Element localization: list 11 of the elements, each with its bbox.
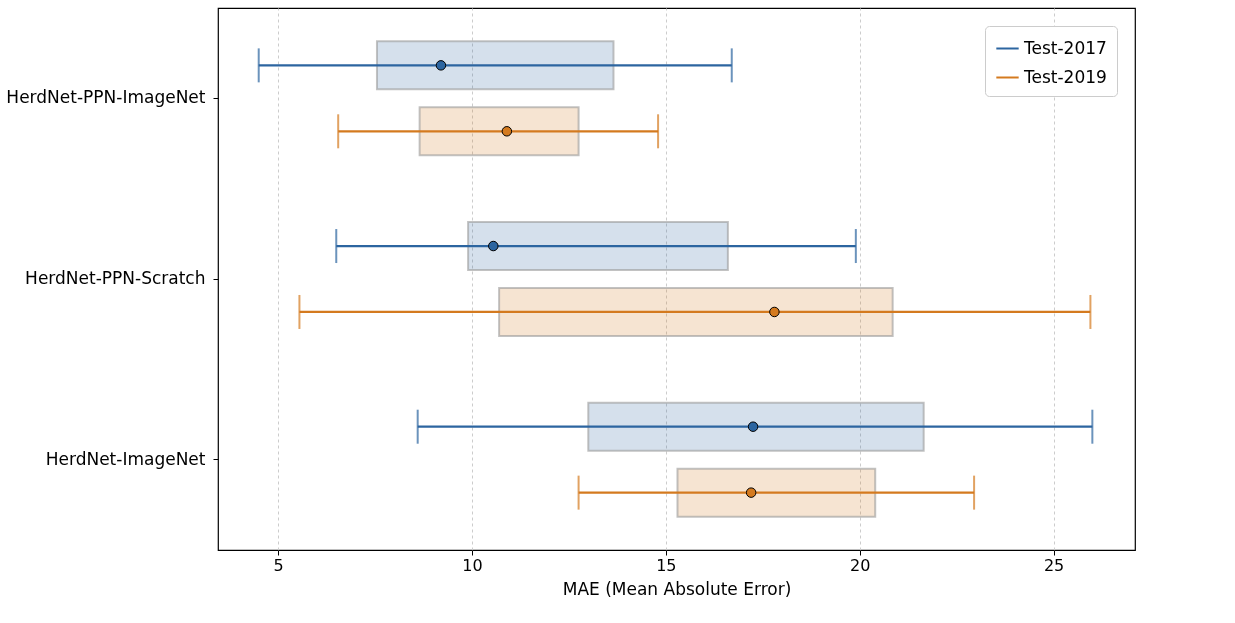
- y-tick-label: HerdNet-PPN-Scratch: [25, 268, 206, 288]
- x-tick-label: 15: [656, 555, 677, 575]
- x-tick-label: 25: [1043, 555, 1065, 575]
- legend-label: Test-2019: [1023, 66, 1107, 87]
- x-tick-label: 10: [462, 555, 483, 575]
- y-tick-label: HerdNet-PPN-ImageNet: [6, 87, 206, 108]
- legend-label: Test-2017: [1023, 37, 1107, 58]
- y-tick-label: HerdNet-ImageNet: [45, 448, 206, 469]
- x-tick-label: 20: [850, 555, 871, 575]
- x-axis-title: MAE (Mean Absolute Error): [562, 578, 792, 599]
- x-tick-label: 5: [273, 555, 284, 575]
